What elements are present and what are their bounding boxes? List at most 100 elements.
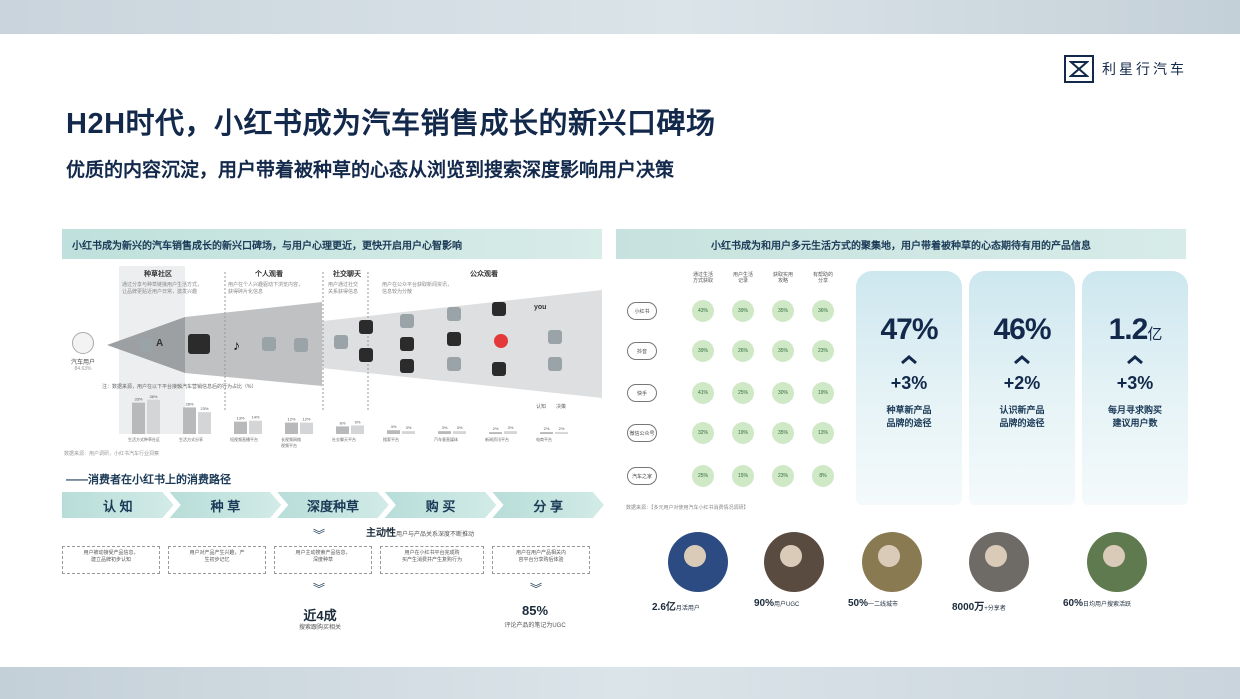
segment-title: 公众观看: [470, 271, 498, 278]
bar-category-label: 生活方式分享: [179, 437, 203, 442]
bar: [351, 425, 364, 434]
bar-chart: 33% 36% 28% 23% 13% 14% 12% 12% 8% 9% 4% 3% 3% 3% 2% 3%…: [132, 394, 568, 434]
youku-app-icon: you: [534, 304, 547, 311]
legend-item: 决策: [556, 404, 567, 410]
matrix-column-header: 通过生活 方式获取: [692, 272, 713, 284]
user-icon: [72, 332, 94, 354]
matrix-cell: 15%: [732, 465, 754, 487]
app-icon: [359, 348, 373, 362]
persona-label: 2.6亿月活用户: [652, 598, 700, 613]
start-sub: 84.63%: [74, 366, 92, 372]
brand-name: 利星行汽车: [1102, 62, 1187, 78]
brand-logo: 利星行汽车: [1064, 55, 1187, 83]
segment-desc: 用户在个人兴趣驱动下浏览内容， 获得碎片化信息: [228, 282, 304, 295]
chevron-down-icon: ︾: [313, 582, 326, 596]
weibo-app-icon: [494, 334, 508, 348]
persona-value: 90%: [754, 598, 775, 609]
platform-funnel: 汽车用户 84.63% 种草社区 通过分享与种草链接用户生活方式， 让品牌更贴近…: [62, 262, 602, 457]
matrix-row-label: 微信公众号: [627, 424, 657, 442]
bar-value-label: 3%: [457, 425, 463, 430]
app-icon: [400, 314, 414, 328]
persona-label: 60%日均用户搜索活跃: [1063, 598, 1131, 609]
page-subtitle: 优质的内容沉淀，用户带着被种草的心态从浏览到搜索深度影响用户决策: [66, 160, 675, 181]
matrix-cell: 19%: [732, 422, 754, 444]
app-icon: [400, 337, 414, 351]
top-band: [0, 0, 1240, 34]
bar-value-label: 3%: [442, 425, 448, 430]
kpi-card: 46% +2% 认识新产品 品牌的途径: [969, 271, 1075, 505]
chevron-down-icon: ︾: [313, 528, 326, 542]
app-icon: [447, 332, 461, 346]
bar-category-label: 搜索平台: [383, 437, 399, 442]
bar-category-label: 长视频网络 视频平台: [281, 437, 301, 448]
bar: [183, 407, 196, 434]
bar-value-label: 2%: [544, 426, 550, 431]
initiative-sub: 用户与产品关系深度不断推动: [396, 532, 475, 538]
bar: [147, 399, 160, 434]
initiative-label: 主动性用户与产品关系深度不断推动: [366, 524, 474, 539]
bar: [336, 426, 349, 434]
app-icon: [447, 357, 461, 371]
consumer-path-stages: 认 知 种 草 深度种草 购 买 分 享: [62, 492, 604, 518]
persona-label: 90%用户UGC: [754, 598, 799, 609]
matrix-row-label: 快手: [627, 384, 657, 402]
bar: [249, 420, 262, 434]
persona-photo: [764, 532, 824, 592]
persona-value: 60%: [1063, 598, 1084, 609]
stat-search-share: 近4成: [303, 608, 337, 623]
kpi-label: 每月寻求购买 建议用户数: [1107, 405, 1162, 428]
persona-photo: [969, 532, 1029, 592]
app-icon: [548, 357, 562, 371]
bar-category-label: 新闻资讯平台: [485, 437, 509, 442]
persona-caption: 用户UGC: [774, 602, 800, 608]
app-icon: [400, 359, 414, 373]
right-panel-heading: 小红书成为和用户多元生活方式的聚集地，用户带着被种草的心态期待有用的产品信息: [616, 229, 1186, 259]
bar: [453, 431, 466, 434]
app-icon: [334, 335, 348, 349]
bar: [540, 432, 553, 434]
source-note: 数据来源：用户调研，小红书汽车行业洞察: [64, 451, 160, 457]
segment-desc: 用户通过社交 关系获得信息: [328, 282, 359, 295]
matrix-cell: 36%: [812, 300, 834, 322]
stage-deep-seeding: 深度种草: [277, 492, 389, 518]
douyin-app-icon: ♪: [233, 337, 240, 353]
bar-value-label: 33%: [134, 397, 142, 402]
bar-value-label: 2%: [559, 426, 565, 431]
bar-value-label: 36%: [149, 394, 157, 399]
stage-description: 用户在用户产品相关内 容平台分享购后体验: [492, 546, 590, 574]
stage-description: 用户被动接受产品信息， 建立品牌初步认知: [62, 546, 160, 574]
matrix-cell: 35%: [772, 340, 794, 362]
page-title: H2H时代，小红书成为汽车销售成长的新兴口碑场: [66, 108, 716, 140]
bar-value-label: 9%: [355, 419, 361, 424]
chevron-up-icon: [856, 353, 962, 369]
brand-mark-icon: [1064, 55, 1094, 83]
bar: [438, 431, 451, 434]
legend-item: 认知: [536, 404, 547, 410]
kpi-delta: +3%: [890, 373, 928, 393]
consumer-path-title: ——消费者在小红书上的消费路径: [66, 474, 231, 486]
persona-value: 50%: [848, 598, 869, 609]
bar: [504, 431, 517, 434]
segment-title: 社交聊天: [333, 271, 361, 278]
bottom-band: [0, 667, 1240, 699]
kpi-delta: +3%: [1116, 373, 1154, 393]
matrix-cell: 26%: [732, 340, 754, 362]
matrix-row-label: 小红书: [627, 302, 657, 320]
bar-value-label: 8%: [340, 420, 346, 425]
bar-value-label: 2%: [493, 426, 499, 431]
bar-value-label: 12%: [302, 417, 310, 422]
bar-category-label: 短视频直播平台: [230, 437, 258, 442]
stage-description: 用户对产品产生兴趣，产 生初步记忆: [168, 546, 266, 574]
stage-purchase: 购 买: [384, 492, 497, 518]
persona-photo: [1087, 532, 1147, 592]
matrix-cell: 19%: [812, 382, 834, 404]
persona-label: 50%一二线城市: [848, 598, 898, 609]
kpi-value: 1.2亿: [1108, 313, 1163, 346]
matrix-cell: 13%: [812, 422, 834, 444]
persona-caption: 月活用户: [675, 606, 700, 612]
kpi-label: 认识新产品 品牌的途径: [999, 405, 1045, 428]
chevron-down-icon: ︾: [530, 582, 543, 596]
chevron-up-icon: [969, 353, 1075, 369]
matrix-cell: 23%: [812, 340, 834, 362]
bar-category-label: 汽车垂直媒体: [434, 437, 458, 442]
